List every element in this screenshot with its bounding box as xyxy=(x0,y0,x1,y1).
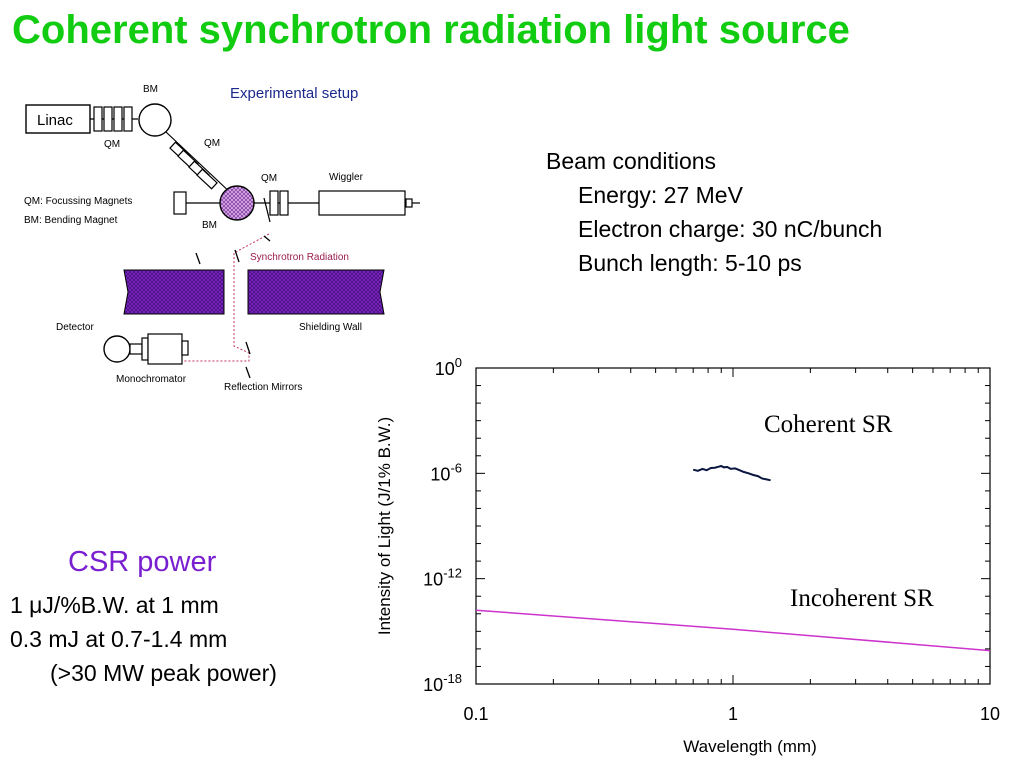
bending-magnet-1 xyxy=(138,103,172,137)
bm-label-1: BM xyxy=(143,84,158,95)
x-tick-label: 1 xyxy=(728,704,738,724)
csr-power-details: 1 μJ/%B.W. at 1 mm 0.3 mJ at 0.7-1.4 mm … xyxy=(10,588,277,690)
reflection-mirrors-label: Reflection Mirrors xyxy=(224,382,302,393)
svg-text:Linac: Linac xyxy=(37,112,73,129)
legend-qm: QM: Focussing Magnets xyxy=(24,196,132,207)
qm-label-2: QM xyxy=(204,138,220,149)
coherent-sr-line xyxy=(692,464,771,482)
shielding-wall-label: Shielding Wall xyxy=(299,322,362,333)
x-axis-label: Wavelength (mm) xyxy=(683,737,817,756)
dump-block xyxy=(173,191,187,215)
x-tick-labels: 0.1 1 10 xyxy=(463,704,1000,724)
beam-charge: Electron charge: 30 nC/bunch xyxy=(578,216,883,242)
incoherent-sr-label: Incoherent SR xyxy=(790,585,934,612)
csr-power-title: CSR power xyxy=(68,546,217,578)
linac-block: Linac xyxy=(25,104,91,134)
beam-heading: Beam conditions xyxy=(546,148,717,174)
wiggler-label: Wiggler xyxy=(329,172,364,183)
intensity-chart: 100 10-6 10-12 10-18 0.1 1 10 Coherent SR Inc… xyxy=(375,355,1000,756)
setup-heading: Experimental setup xyxy=(230,85,358,102)
qm-label-3: QM xyxy=(261,173,277,184)
beam-conditions: Beam conditions Energy: 27 MeV Electron … xyxy=(546,144,882,280)
experimental-setup-diagram: Experimental setup Linac QM BM QM BM QM … xyxy=(24,84,420,393)
y-tick-label: 100 xyxy=(435,355,462,379)
bending-magnet-2 xyxy=(219,185,255,221)
beam-bunch-length: Bunch length: 5-10 ps xyxy=(578,250,802,276)
detector-label: Detector xyxy=(56,322,94,333)
slide-title: Coherent synchrotron radiation light sou… xyxy=(12,8,850,52)
y-tick-label: 10-18 xyxy=(423,671,462,695)
x-tick-label: 0.1 xyxy=(463,704,488,724)
shielding-wall xyxy=(123,269,385,315)
csr-line-1: 1 μJ/%B.W. at 1 mm xyxy=(10,592,219,618)
csr-line-2: 0.3 mJ at 0.7-1.4 mm xyxy=(10,626,228,652)
coherent-sr-label: Coherent SR xyxy=(764,411,893,438)
plot-frame xyxy=(475,367,991,685)
linac-focusing-magnets xyxy=(90,106,138,132)
y-axis-label: Intensity of Light (J/1% B.W.) xyxy=(375,417,394,635)
monochromator-label: Monochromator xyxy=(116,374,187,385)
radiation-path xyxy=(152,233,270,362)
y-tick-label: 10-6 xyxy=(430,460,462,484)
bm-label-2: BM xyxy=(202,220,217,231)
qm-label-1: QM xyxy=(104,139,120,150)
monochromator-icon xyxy=(129,333,189,365)
diagonal-beamline xyxy=(165,131,235,197)
wiggler-beamline xyxy=(254,190,420,216)
detector-icon xyxy=(103,335,131,363)
legend-bm: BM: Bending Magnet xyxy=(24,215,118,226)
y-tick-labels: 100 10-6 10-12 10-18 xyxy=(423,355,462,695)
chart-series xyxy=(475,464,991,652)
axis-ticks xyxy=(476,368,990,684)
synchrotron-radiation-label: Synchrotron Radiation xyxy=(250,252,349,263)
beam-energy: Energy: 27 MeV xyxy=(578,182,743,208)
x-tick-label: 10 xyxy=(980,704,1000,724)
incoherent-sr-line xyxy=(475,609,991,652)
csr-line-3: (>30 MW peak power) xyxy=(50,660,277,686)
y-tick-label: 10-12 xyxy=(423,566,462,590)
